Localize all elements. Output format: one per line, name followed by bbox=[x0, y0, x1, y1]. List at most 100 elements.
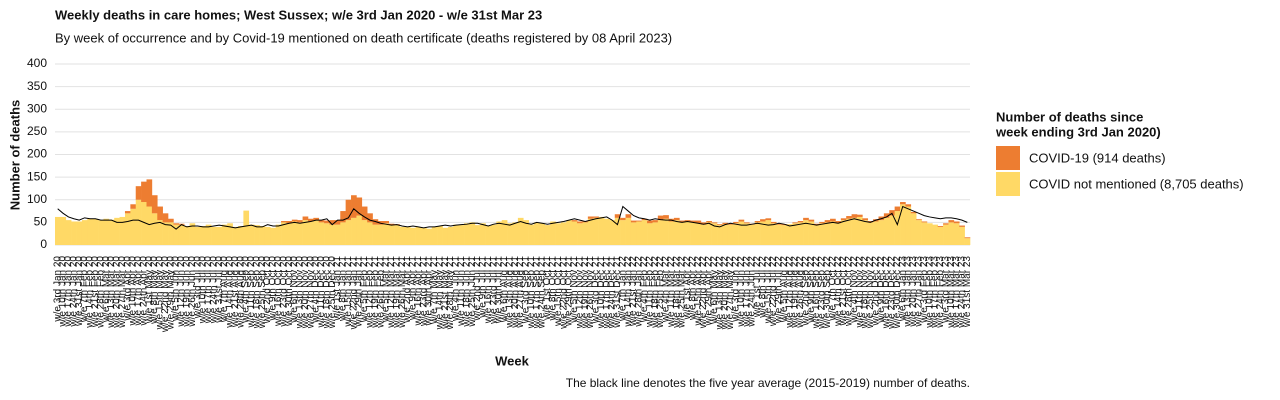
x-tick-label: w/e 24th Jun 22 bbox=[747, 256, 758, 328]
bar bbox=[286, 223, 293, 245]
bar bbox=[636, 220, 642, 222]
bar bbox=[65, 220, 72, 245]
bar bbox=[964, 238, 971, 245]
x-tick-label: w/e 4th Feb 22 bbox=[639, 256, 650, 324]
bar bbox=[560, 222, 567, 245]
bar bbox=[221, 224, 228, 245]
x-tick-label: w/e 21st Jan 22 bbox=[628, 256, 639, 327]
bar bbox=[700, 222, 707, 225]
bar bbox=[356, 197, 363, 216]
x-tick-label: w/e 15th Apr 22 bbox=[693, 256, 704, 327]
x-tick-label: w/e 6th Nov 20 bbox=[289, 256, 300, 324]
chart-title: Weekly deaths in care homes; West Sussex… bbox=[55, 7, 542, 22]
bar bbox=[108, 219, 115, 245]
x-tick-label: w/e 1st May 20 bbox=[144, 256, 155, 325]
bar bbox=[76, 221, 83, 245]
bar bbox=[151, 195, 158, 214]
x-tick-label: w/e 5th Feb 21 bbox=[359, 256, 370, 324]
bar bbox=[792, 222, 799, 224]
x-tick-label: w/e 16th Oct 20 bbox=[273, 256, 284, 327]
bar bbox=[124, 211, 131, 214]
bar bbox=[856, 214, 863, 217]
bar bbox=[281, 221, 287, 223]
x-tick-label: w/e 28th Feb 20 bbox=[95, 256, 106, 329]
x-tick-label: w/e 19th Nov 21 bbox=[580, 256, 591, 330]
x-tick-label: w/e 29th May 20 bbox=[165, 256, 176, 331]
bar bbox=[943, 223, 949, 225]
x-tick-label: w/e 8th Apr 22 bbox=[687, 256, 698, 321]
x-tick-label: w/e 9th Oct 20 bbox=[268, 256, 279, 322]
bar bbox=[555, 223, 562, 245]
bar bbox=[883, 217, 890, 245]
x-tick-label: w/e 19th Aug 22 bbox=[790, 256, 801, 329]
x-tick-label: w/e 25th Dec 20 bbox=[327, 256, 338, 330]
x-tick-label: w/e 23rd Sep 22 bbox=[817, 256, 828, 330]
bar bbox=[679, 222, 686, 245]
x-tick-label: w/e 12th Aug 22 bbox=[784, 256, 795, 329]
x-tick-label: w/e 4th Mar 22 bbox=[661, 256, 672, 324]
bar bbox=[178, 224, 185, 245]
x-tick-label: w/e 21st Aug 20 bbox=[230, 256, 241, 329]
bar bbox=[840, 218, 847, 221]
x-tick-label: w/e 28th Aug 20 bbox=[235, 256, 246, 329]
bar bbox=[135, 186, 142, 200]
bar bbox=[636, 221, 642, 245]
x-tick-label: w/e 5th Jun 20 bbox=[171, 256, 182, 322]
bar bbox=[830, 218, 836, 222]
chart-subtitle: By week of occurrence and by Covid-19 me… bbox=[55, 30, 672, 45]
x-tick-label: w/e 7th May 21 bbox=[429, 256, 440, 325]
bar bbox=[776, 223, 782, 225]
bar bbox=[361, 206, 368, 221]
legend-swatch bbox=[996, 146, 1020, 170]
bar bbox=[711, 223, 718, 245]
bar bbox=[711, 222, 718, 224]
x-tick-label: w/e 11th Feb 22 bbox=[644, 256, 655, 328]
x-tick-label: w/e 20th Jan 23 bbox=[908, 256, 919, 328]
bar bbox=[883, 213, 890, 218]
bar bbox=[733, 221, 739, 224]
bar bbox=[232, 226, 239, 245]
bar bbox=[813, 224, 820, 245]
bar bbox=[469, 222, 476, 245]
bar bbox=[146, 179, 153, 207]
x-tick-label: w/e 25th Mar 22 bbox=[677, 256, 688, 329]
bar bbox=[593, 216, 599, 218]
bar bbox=[60, 216, 67, 245]
bar bbox=[238, 225, 244, 245]
x-tick-label: w/e 17th Apr 20 bbox=[133, 256, 144, 327]
x-tick-label: w/e 5th Mar 21 bbox=[381, 256, 392, 324]
x-tick-label: w/e 22nd Oct 21 bbox=[558, 256, 569, 330]
x-tick-label: w/e 5th Nov 21 bbox=[569, 256, 580, 324]
bar bbox=[291, 219, 298, 222]
x-tick-label: w/e 25th Feb 22 bbox=[655, 256, 666, 329]
bar bbox=[787, 224, 793, 245]
bar bbox=[593, 217, 599, 245]
bar bbox=[566, 220, 573, 245]
x-axis-title: Week bbox=[495, 353, 529, 368]
x-tick-label: w/e 16th Dec 22 bbox=[881, 256, 892, 330]
bar bbox=[754, 222, 761, 245]
x-tick-label: w/e 25th Sep 20 bbox=[257, 256, 268, 330]
bar bbox=[647, 223, 653, 245]
bar bbox=[943, 224, 949, 245]
bar bbox=[318, 220, 325, 223]
x-tick-label: w/e 15th Oct 21 bbox=[553, 256, 564, 327]
x-tick-label: w/e 17th Jan 20 bbox=[63, 256, 74, 328]
bar bbox=[351, 217, 357, 245]
x-tick-label: w/e 1st Jan 21 bbox=[332, 256, 343, 322]
x-tick-label: w/e 12th Nov 21 bbox=[574, 256, 585, 330]
bar bbox=[953, 221, 960, 224]
x-tick-label: w/e 3rd Sep 21 bbox=[521, 256, 532, 325]
average-line bbox=[57, 205, 968, 230]
x-tick-label: w/e 24th Apr 20 bbox=[138, 256, 149, 327]
x-tick-label: w/e 1st Oct 21 bbox=[542, 256, 553, 321]
x-tick-label: w/e 19th Mar 21 bbox=[391, 256, 402, 329]
bar bbox=[867, 222, 874, 245]
bar bbox=[302, 220, 309, 245]
bar bbox=[657, 215, 664, 221]
bar bbox=[539, 223, 546, 245]
x-tick-label: w/e 23rd Jul 21 bbox=[488, 256, 499, 325]
x-tick-label: w/e 22nd Apr 22 bbox=[698, 256, 709, 330]
bar bbox=[700, 224, 707, 245]
bar bbox=[830, 221, 836, 245]
